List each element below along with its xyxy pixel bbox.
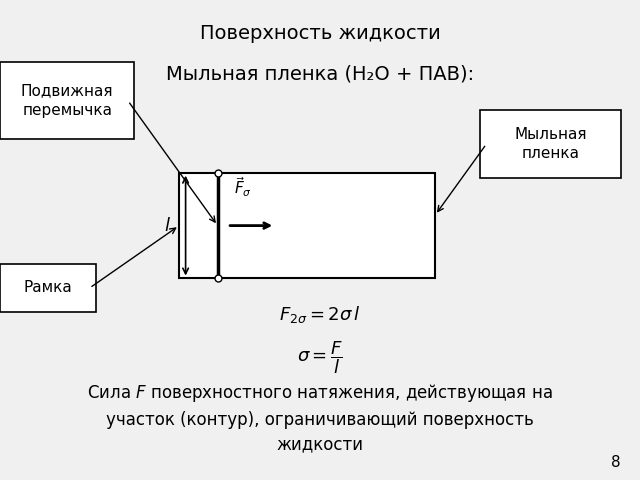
Text: 8: 8 xyxy=(611,456,621,470)
Text: $\sigma = \dfrac{F}{l}$: $\sigma = \dfrac{F}{l}$ xyxy=(297,339,343,376)
Text: l: l xyxy=(164,216,169,235)
FancyBboxPatch shape xyxy=(0,62,134,139)
Text: Мыльная
пленка: Мыльная пленка xyxy=(514,127,587,161)
Bar xyxy=(179,173,435,278)
Text: Поверхность жидкости: Поверхность жидкости xyxy=(200,24,440,43)
Text: Рамка: Рамка xyxy=(24,280,72,296)
FancyBboxPatch shape xyxy=(480,110,621,178)
Text: Сила $F$ поверхностного натяжения, действующая на
участок (контур), ограничивающ: Сила $F$ поверхностного натяжения, дейст… xyxy=(87,382,553,454)
Text: $F_{2\sigma} = 2\sigma\, l$: $F_{2\sigma} = 2\sigma\, l$ xyxy=(279,304,361,325)
Text: Подвижная
перемычка: Подвижная перемычка xyxy=(21,84,113,118)
Text: Мыльная пленка (H₂O + ПАВ):: Мыльная пленка (H₂O + ПАВ): xyxy=(166,65,474,84)
Text: $\vec{F}_{\sigma}$: $\vec{F}_{\sigma}$ xyxy=(234,176,252,199)
FancyBboxPatch shape xyxy=(0,264,96,312)
